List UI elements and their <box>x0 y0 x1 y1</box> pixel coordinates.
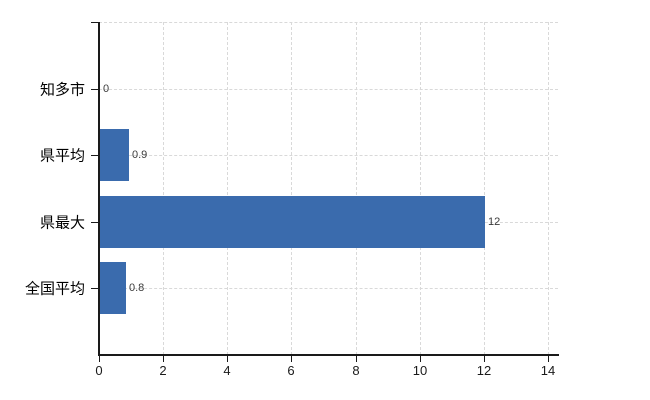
x-axis-tick <box>163 356 164 362</box>
plot-top-border <box>99 22 558 23</box>
x-axis-tick <box>420 356 421 362</box>
x-axis-tick <box>227 356 228 362</box>
y-axis-tick <box>91 22 98 23</box>
vertical-gridline <box>291 22 292 355</box>
bar <box>100 196 485 248</box>
x-tick-label: 0 <box>95 363 103 378</box>
vertical-gridline <box>484 22 485 355</box>
x-axis-tick <box>99 356 100 362</box>
y-axis-tick <box>91 288 98 289</box>
value-label: 0 <box>103 83 110 95</box>
value-label: 0.8 <box>129 282 145 294</box>
x-tick-label: 6 <box>287 363 295 378</box>
horizontal-gridline <box>99 89 558 90</box>
vertical-gridline <box>356 22 357 355</box>
category-label: 全国平均 <box>24 280 85 298</box>
x-tick-label: 12 <box>476 363 492 378</box>
x-tick-label: 14 <box>540 363 556 378</box>
y-axis-tick <box>91 155 98 156</box>
value-label: 0.9 <box>132 149 148 161</box>
y-axis-tick <box>91 222 98 223</box>
bar <box>100 262 126 314</box>
x-tick-label: 10 <box>412 363 428 378</box>
x-tick-label: 2 <box>159 363 167 378</box>
horizontal-gridline <box>99 155 558 156</box>
x-axis-tick <box>356 356 357 362</box>
category-label: 県平均 <box>39 147 85 165</box>
y-axis <box>98 22 100 356</box>
value-label: 12 <box>488 216 501 228</box>
x-axis-tick <box>548 356 549 362</box>
category-label: 知多市 <box>39 81 85 99</box>
bar <box>100 129 129 181</box>
x-tick-label: 8 <box>352 363 360 378</box>
x-tick-label: 4 <box>223 363 231 378</box>
vertical-gridline <box>548 22 549 355</box>
category-label: 県最大 <box>39 214 85 232</box>
vertical-gridline <box>420 22 421 355</box>
x-axis <box>98 354 559 356</box>
horizontal-gridline <box>99 288 558 289</box>
y-axis-tick <box>91 89 98 90</box>
vertical-gridline <box>163 22 164 355</box>
x-axis-tick <box>291 356 292 362</box>
vertical-gridline <box>227 22 228 355</box>
x-axis-tick <box>484 356 485 362</box>
